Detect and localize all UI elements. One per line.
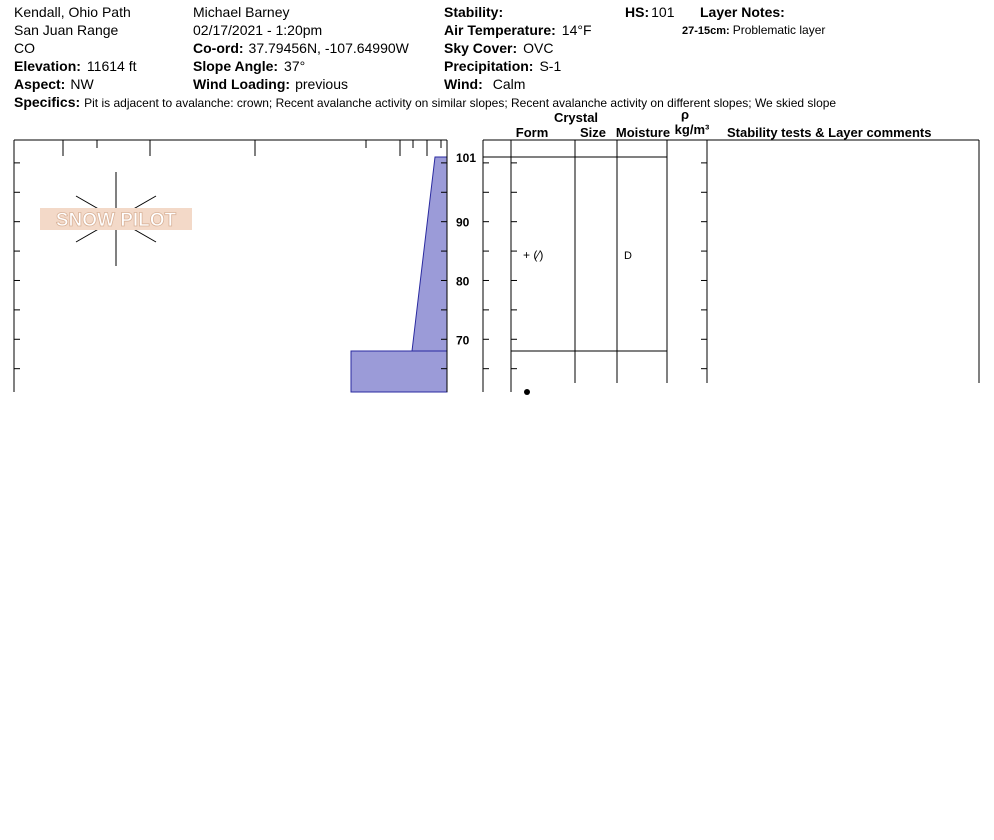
location: Kendall, Ohio Path — [14, 4, 131, 20]
col-comments: Stability tests & Layer comments — [727, 125, 931, 140]
sky-cover: Sky Cover: OVC — [444, 40, 554, 56]
observer: Michael Barney — [193, 4, 290, 20]
coord: Co-ord: 37.79456N, -107.64990W — [193, 40, 410, 56]
wind-loading: Wind Loading: previous — [193, 76, 348, 92]
aspect: Aspect: NW — [14, 76, 94, 92]
wind: Wind: Calm — [444, 76, 525, 92]
depth-axis: 101 90 80 70 — [14, 151, 707, 370]
air-temperature: Air Temperature: 14°F — [444, 22, 592, 38]
col-rho: ρ — [681, 107, 689, 122]
depth-label: 101 — [456, 151, 476, 165]
col-crystal: Crystal — [554, 110, 598, 125]
column-headers: Crystal Form Size Moisture ρ kg/m³ Stabi… — [516, 107, 932, 140]
depth-label: 70 — [456, 333, 470, 347]
layer-grid: + (⁄) D — [482, 139, 980, 395]
hardness-graph: SNOW PILOT — [13, 139, 448, 393]
col-form: Form — [516, 125, 549, 140]
specifics: Specifics: Pit is adjacent to avalanche: … — [14, 94, 836, 110]
logo: SNOW PILOT — [40, 172, 192, 266]
datetime: 02/17/2021 - 1:20pm — [193, 22, 322, 38]
layer-form: + (⁄) — [523, 248, 543, 262]
layer-note: 27-15cm: Problematic layer — [682, 23, 825, 37]
layer-notes-label: Layer Notes: — [700, 4, 785, 20]
layer-symbol — [524, 389, 530, 395]
depth-label: 80 — [456, 274, 470, 288]
slope-angle: Slope Angle: 37° — [193, 58, 305, 74]
range: San Juan Range — [14, 22, 119, 38]
hs: HS: 101 — [625, 4, 675, 20]
header: Kendall, Ohio Path San Juan Range CO Ele… — [14, 4, 836, 110]
layer-moisture: D — [624, 250, 632, 262]
precipitation: Precipitation: S-1 — [444, 58, 561, 74]
state: CO — [14, 40, 35, 56]
stability: Stability: — [444, 4, 503, 20]
col-moisture: Moisture — [616, 125, 670, 140]
col-density: kg/m³ — [675, 122, 710, 137]
depth-label: 90 — [456, 216, 470, 230]
layer-hardness — [350, 350, 448, 393]
logo-text: SNOW PILOT — [56, 210, 177, 231]
col-size: Size — [580, 125, 606, 140]
top-ticks — [62, 140, 442, 156]
elevation: Elevation: 11614 ft — [14, 58, 137, 74]
